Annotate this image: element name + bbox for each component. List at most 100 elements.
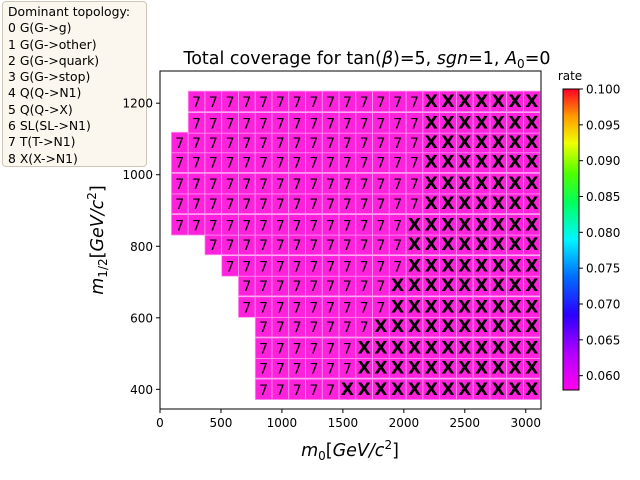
cell-label-uncovered: X	[525, 276, 538, 296]
cell-label-topology-7: 7	[259, 383, 268, 399]
cell-label-uncovered: X	[408, 276, 421, 296]
cell-label-uncovered: X	[425, 92, 438, 112]
cell-label-topology-7: 7	[326, 259, 335, 275]
cell-label-uncovered: X	[441, 358, 454, 378]
cell-label-topology-7: 7	[276, 259, 285, 275]
cell-label-uncovered: X	[475, 194, 488, 214]
cell-label-uncovered: X	[408, 380, 421, 400]
cell-label-topology-7: 7	[209, 177, 218, 193]
cell-label-topology-7: 7	[226, 156, 235, 172]
cell-label-topology-7: 7	[192, 156, 201, 172]
cell-label-topology-7: 7	[393, 259, 402, 275]
cell-label-topology-7: 7	[309, 156, 318, 172]
cell-label-topology-7: 7	[410, 177, 419, 193]
cell-label-topology-7: 7	[209, 156, 218, 172]
cell-label-topology-7: 7	[360, 95, 369, 111]
cell-label-topology-7: 7	[293, 279, 302, 295]
cell-label-topology-7: 7	[326, 136, 335, 152]
cell-label-topology-7: 7	[242, 197, 251, 213]
cell-label-uncovered: X	[492, 174, 505, 194]
cell-label-uncovered: X	[492, 194, 505, 214]
cell-label-uncovered: X	[391, 298, 404, 318]
cell-label-uncovered: X	[475, 256, 488, 276]
cell-label-topology-7: 7	[343, 259, 352, 275]
cell-label-uncovered: X	[508, 276, 521, 296]
cell-label-topology-7: 7	[343, 218, 352, 234]
cell-label-uncovered: X	[492, 113, 505, 133]
cell-label-uncovered: X	[475, 153, 488, 173]
cell-label-uncovered: X	[458, 113, 471, 133]
y-axis-label: m1/2[GeV/c2]	[85, 185, 110, 295]
cell-label-uncovered: X	[508, 133, 521, 153]
cell-label-topology-7: 7	[175, 136, 184, 152]
cell-label-uncovered: X	[508, 215, 521, 235]
cell-label-topology-7: 7	[293, 238, 302, 254]
cell-label-topology-7: 7	[293, 320, 302, 336]
y-tick-label: 1200	[122, 97, 153, 111]
cell-label-topology-7: 7	[226, 116, 235, 132]
heatmap-cell	[523, 214, 541, 236]
cell-label-topology-7: 7	[377, 95, 386, 111]
cell-label-topology-7: 7	[343, 156, 352, 172]
cell-label-topology-7: 7	[309, 279, 318, 295]
x-tick-label: 1500	[328, 416, 359, 430]
cell-label-uncovered: X	[492, 92, 505, 112]
x-tick-label: 1000	[267, 416, 298, 430]
cell-label-topology-7: 7	[309, 301, 318, 317]
cell-label-topology-7: 7	[226, 95, 235, 111]
cell-label-uncovered: X	[425, 276, 438, 296]
cell-label-topology-7: 7	[293, 156, 302, 172]
cell-label-topology-7: 7	[309, 218, 318, 234]
cell-label-topology-7: 7	[326, 361, 335, 377]
cell-label-topology-7: 7	[276, 383, 285, 399]
cell-label-uncovered: X	[408, 256, 421, 276]
plot-frame	[159, 70, 542, 410]
colorbar-tick-label: 0.070	[586, 298, 620, 312]
cell-label-topology-7: 7	[343, 95, 352, 111]
cell-label-uncovered: X	[458, 153, 471, 173]
cell-label-uncovered: X	[425, 256, 438, 276]
cell-label-uncovered: X	[425, 235, 438, 255]
cell-label-topology-7: 7	[376, 279, 385, 295]
cell-label-topology-7: 7	[326, 301, 335, 317]
cell-label-uncovered: X	[525, 380, 538, 400]
cell-label-uncovered: X	[525, 235, 538, 255]
cell-label-uncovered: X	[408, 317, 421, 337]
heatmap-cell	[523, 112, 541, 134]
cell-label-uncovered: X	[525, 215, 538, 235]
cell-label-uncovered: X	[408, 235, 421, 255]
cell-label-topology-7: 7	[343, 177, 352, 193]
cell-label-topology-7: 7	[209, 218, 218, 234]
cell-label-uncovered: X	[508, 235, 521, 255]
cell-label-uncovered: X	[425, 194, 438, 214]
cell-label-uncovered: X	[458, 174, 471, 194]
cell-label-topology-7: 7	[276, 320, 285, 336]
cell-label-topology-7: 7	[309, 259, 318, 275]
cell-label-topology-7: 7	[326, 156, 335, 172]
cell-label-topology-7: 7	[276, 136, 285, 152]
heatmap-cell	[523, 255, 541, 277]
cell-label-uncovered: X	[475, 113, 488, 133]
cell-label-topology-7: 7	[309, 361, 318, 377]
cell-label-topology-7: 7	[293, 177, 302, 193]
cell-label-uncovered: X	[475, 380, 488, 400]
cell-label-topology-7: 7	[293, 259, 302, 275]
cell-label-uncovered: X	[391, 276, 404, 296]
cell-label-topology-7: 7	[209, 197, 218, 213]
cell-label-topology-7: 7	[259, 301, 268, 317]
cell-label-uncovered: X	[525, 194, 538, 214]
cell-label-topology-7: 7	[376, 238, 385, 254]
heatmap-cell	[523, 337, 541, 359]
cell-label-uncovered: X	[408, 298, 421, 318]
cell-label-topology-7: 7	[393, 156, 402, 172]
x-tick-label: 500	[210, 416, 233, 430]
cell-label-uncovered: X	[492, 380, 505, 400]
cell-label-uncovered: X	[509, 380, 522, 400]
cell-label-topology-7: 7	[360, 301, 369, 317]
cell-label-uncovered: X	[492, 339, 505, 359]
cell-label-topology-7: 7	[209, 116, 218, 132]
cell-label-topology-7: 7	[259, 116, 268, 132]
cell-label-uncovered: X	[525, 153, 538, 173]
cell-label-uncovered: X	[425, 174, 438, 194]
cell-label-topology-7: 7	[410, 156, 419, 172]
